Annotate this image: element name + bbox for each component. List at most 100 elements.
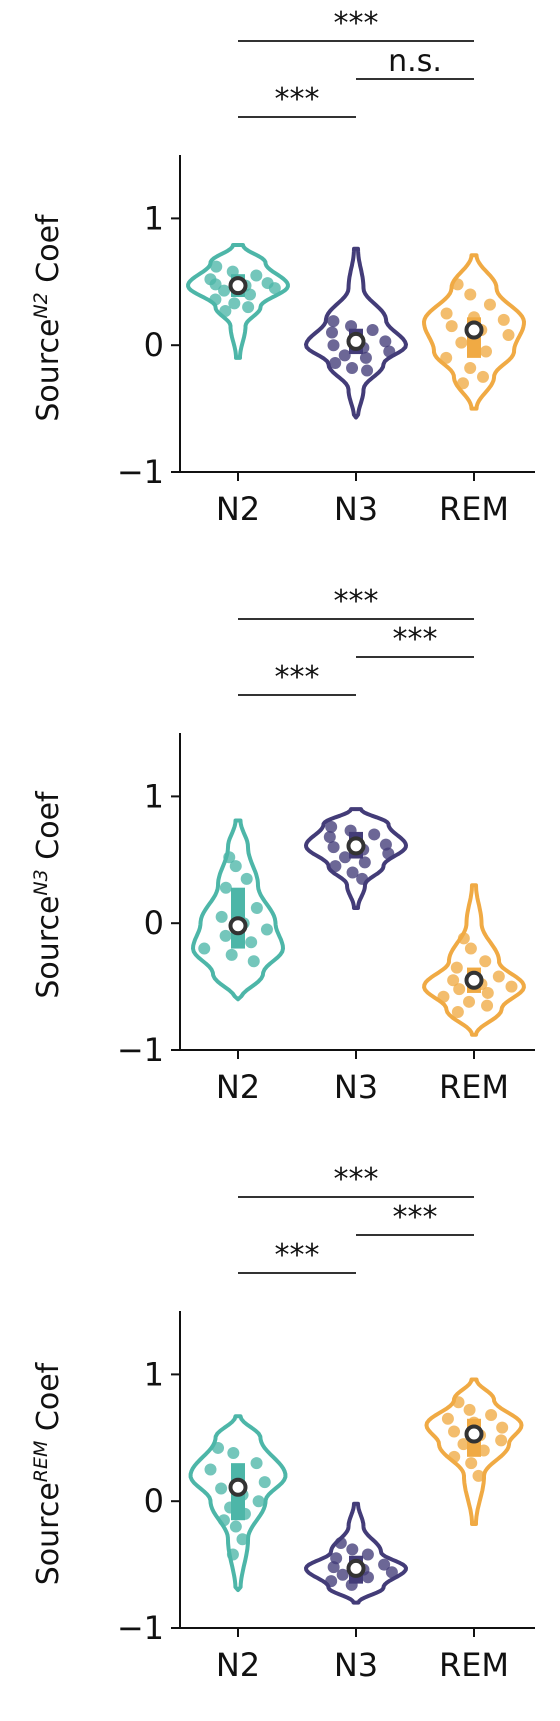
data-point: [325, 1575, 338, 1588]
violin-group-n2: [186, 243, 290, 360]
violin-outline: [188, 1414, 288, 1592]
y-axis-label-suffix: Coef: [31, 1361, 66, 1440]
data-point: [334, 1537, 347, 1550]
data-point: [437, 990, 450, 1003]
y-axis-label-base: Source: [31, 1482, 66, 1585]
y-tick-label: 0: [144, 326, 164, 364]
data-point: [215, 910, 228, 923]
data-point: [250, 901, 263, 914]
median-marker: [346, 331, 366, 351]
data-point: [227, 1447, 240, 1460]
significance-label: ***: [334, 6, 379, 41]
x-tick-label: REM: [439, 1646, 509, 1684]
x-tick-label: N3: [334, 1646, 378, 1684]
median-marker: [464, 320, 484, 340]
data-point: [198, 942, 211, 955]
data-point: [472, 1469, 485, 1482]
y-axis-label: SourceN3 Coef: [30, 790, 66, 999]
data-point: [356, 872, 369, 885]
data-point: [346, 362, 359, 375]
violin-outline: [304, 807, 408, 910]
data-point: [219, 304, 232, 317]
significance-label: ***: [275, 1238, 320, 1273]
data-point: [346, 1543, 359, 1556]
data-point: [455, 336, 468, 349]
data-point: [228, 297, 241, 310]
x-tick-label: N2: [216, 1068, 260, 1106]
data-point: [250, 269, 263, 282]
data-point: [382, 847, 395, 860]
data-point: [453, 983, 466, 996]
violin-group-rem: [422, 253, 526, 411]
data-point: [464, 942, 477, 955]
violin-group-rem: [424, 1377, 524, 1526]
data-point: [359, 351, 372, 364]
significance-label: ***: [393, 622, 438, 657]
data-point: [464, 362, 477, 375]
data-point: [451, 278, 464, 291]
y-axis-label-superscript: REM: [30, 1441, 52, 1483]
median-marker: [228, 1477, 248, 1497]
data-point: [496, 1421, 509, 1434]
x-tick-label: N2: [216, 1646, 260, 1684]
significance-label: n.s.: [388, 44, 442, 79]
data-point: [236, 1533, 249, 1546]
data-point: [457, 932, 470, 945]
data-point: [485, 1408, 498, 1421]
data-point: [385, 1566, 398, 1579]
data-point: [223, 851, 236, 864]
data-point: [209, 293, 222, 306]
data-point: [204, 1463, 217, 1476]
data-point: [339, 851, 352, 864]
data-point: [379, 335, 392, 348]
y-axis-label-suffix: Coef: [31, 790, 66, 869]
data-point: [358, 856, 371, 869]
data-point: [219, 929, 232, 942]
data-point: [463, 1403, 476, 1416]
data-point: [368, 828, 381, 841]
data-point: [336, 1568, 349, 1581]
data-point: [361, 1548, 374, 1561]
y-tick-label: −1: [117, 1031, 164, 1069]
data-point: [457, 377, 470, 390]
violin-group-rem: [422, 883, 526, 1037]
data-point: [268, 282, 281, 295]
data-point: [258, 1476, 271, 1489]
significance-label: ***: [334, 1162, 379, 1197]
data-point: [210, 260, 223, 273]
data-point: [457, 1438, 470, 1451]
violin-outline: [186, 243, 290, 360]
data-point: [327, 339, 340, 352]
x-tick-label: REM: [439, 1068, 509, 1106]
violin-group-n2: [191, 818, 285, 1002]
violin-outline: [422, 253, 526, 411]
data-point: [378, 1558, 391, 1571]
y-tick-label: −1: [117, 453, 164, 491]
x-tick-label: N3: [334, 1068, 378, 1106]
significance-label: ***: [275, 82, 320, 117]
data-point: [225, 948, 238, 961]
data-point: [219, 881, 232, 894]
data-point: [329, 860, 342, 873]
y-axis-label-superscript: N3: [30, 869, 52, 895]
median-marker: [346, 1558, 366, 1578]
data-point: [327, 315, 340, 328]
violin-outline: [422, 883, 526, 1037]
data-point: [326, 326, 338, 339]
data-point: [492, 970, 505, 983]
y-axis-label-base: Source: [31, 319, 66, 422]
data-point: [240, 872, 253, 885]
data-point: [325, 820, 338, 833]
median-marker: [464, 970, 484, 990]
data-point: [450, 961, 463, 974]
data-point: [464, 288, 477, 301]
y-axis-label-superscript: N2: [30, 292, 52, 318]
data-point: [209, 278, 222, 291]
data-point: [329, 356, 342, 369]
x-tick-label: REM: [439, 490, 509, 528]
data-point: [441, 1412, 454, 1425]
x-tick-label: N2: [216, 490, 260, 528]
